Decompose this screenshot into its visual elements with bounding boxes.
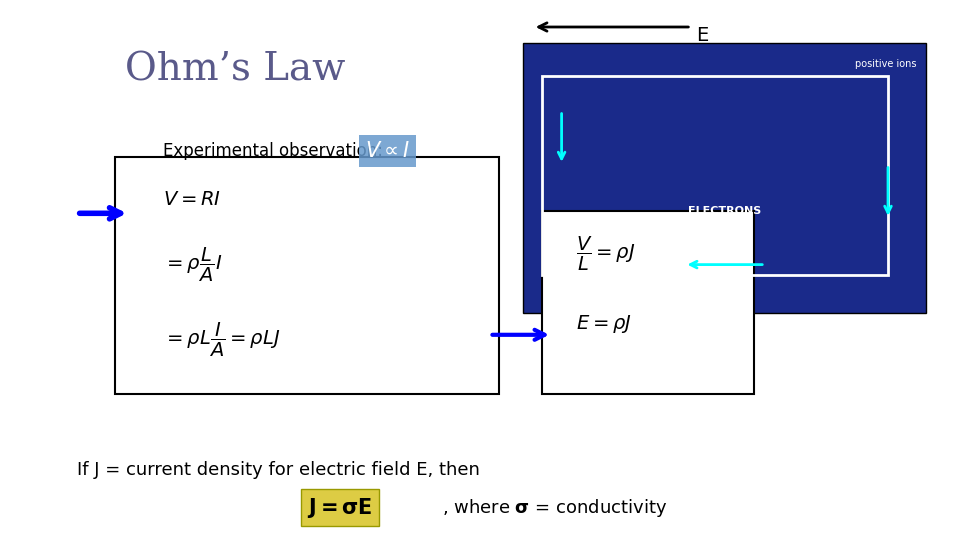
Text: ELECTRON
FLOW: ELECTRON FLOW <box>696 265 754 286</box>
FancyBboxPatch shape <box>542 211 754 394</box>
Text: , where $\mathbf{\sigma}$ = conductivity: , where $\mathbf{\sigma}$ = conductivity <box>442 497 667 518</box>
Text: $= \rho L \dfrac{I}{A} = \rho L J$: $= \rho L \dfrac{I}{A} = \rho L J$ <box>163 321 280 359</box>
Text: $= \rho \dfrac{L}{A} I$: $= \rho \dfrac{L}{A} I$ <box>163 246 223 284</box>
Text: Ohm’s Law: Ohm’s Law <box>125 52 346 89</box>
Text: $V = RI$: $V = RI$ <box>163 190 221 210</box>
FancyBboxPatch shape <box>115 157 499 394</box>
Text: Experimental observation:: Experimental observation: <box>163 142 383 160</box>
Text: ELECTRONS: ELECTRONS <box>688 206 761 215</box>
Text: $\dfrac{V}{L} = \rho J$: $\dfrac{V}{L} = \rho J$ <box>576 235 636 273</box>
Text: positive ions: positive ions <box>855 59 917 70</box>
Text: If J = current density for electric field E, then: If J = current density for electric fiel… <box>77 461 480 479</box>
Text: $E = \rho J$: $E = \rho J$ <box>576 313 632 335</box>
Text: E: E <box>696 25 708 45</box>
Text: $V \propto I$: $V \propto I$ <box>365 141 410 161</box>
Text: $\mathbf{J = \sigma E}$: $\mathbf{J = \sigma E}$ <box>307 496 372 519</box>
FancyBboxPatch shape <box>523 43 926 313</box>
